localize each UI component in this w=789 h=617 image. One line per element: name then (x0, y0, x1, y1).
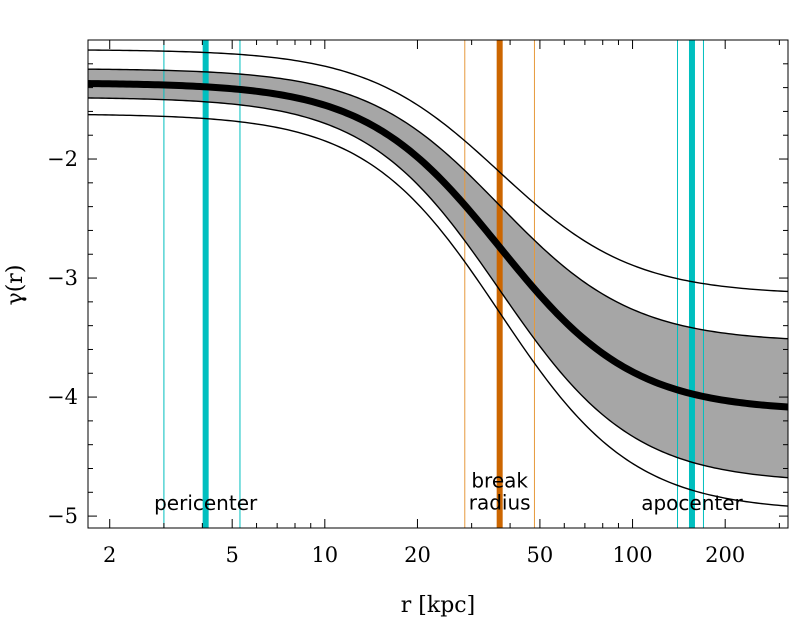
x-tick-label: 50 (527, 543, 554, 567)
x-axis-label: r [kpc] (401, 593, 475, 617)
x-tick-label: 10 (311, 543, 338, 567)
curve-outer-lower (88, 113, 788, 507)
x-tick-label: 2 (103, 543, 116, 567)
x-tick-label: 100 (613, 543, 653, 567)
x-tick-label: 5 (225, 543, 238, 567)
curve-band-lower (88, 97, 788, 479)
break-radius-label-line: break (471, 469, 528, 493)
y-tick-label: −2 (47, 147, 78, 171)
curve-band-upper (88, 68, 788, 340)
shaded-band (88, 69, 788, 478)
x-tick-label: 20 (404, 543, 431, 567)
annotations: pericenter break radius apocenter (154, 469, 743, 516)
plot-frame (87, 39, 789, 529)
apocenter-label-line: apocenter (641, 491, 743, 515)
y-axis-label: γ(r) (3, 265, 28, 306)
curve-outer-upper (88, 49, 788, 293)
curve-median (88, 80, 788, 411)
y-tick-label: −4 (47, 385, 78, 409)
tick-labels: 2 5 10 20 50 100 200 −2 −3 −4 −5 (47, 147, 745, 567)
apocenter-label: apocenter (641, 491, 743, 515)
pericenter-label-line: pericenter (154, 491, 258, 515)
break-radius-label: break radius (469, 469, 531, 515)
y-tick-label: −5 (47, 504, 78, 528)
plot-area (88, 40, 788, 528)
x-tick-label: 200 (705, 543, 745, 567)
axis-ticks (88, 39, 788, 528)
pericenter-label: pericenter (154, 491, 258, 515)
break-radius-label-line: radius (469, 491, 531, 515)
y-tick-label: −3 (47, 266, 78, 290)
